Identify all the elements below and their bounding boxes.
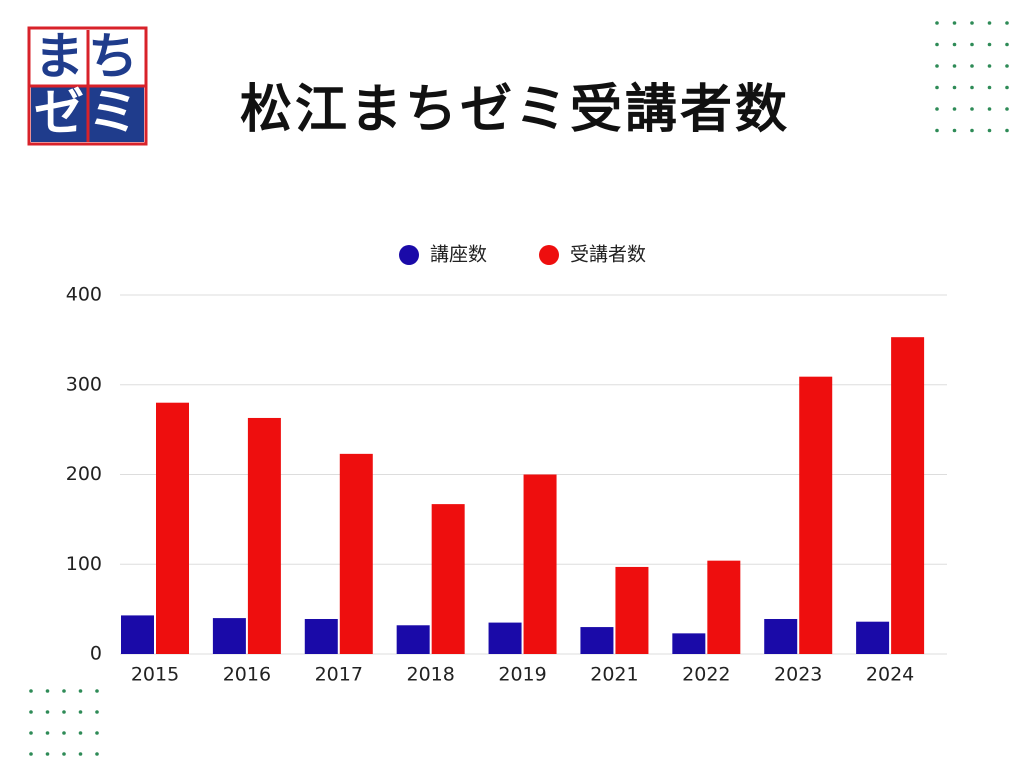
decor-dot bbox=[952, 64, 957, 68]
decor-dot bbox=[29, 731, 33, 735]
decor-dot bbox=[935, 42, 939, 47]
legend-label: 講座数 bbox=[430, 244, 487, 266]
bar bbox=[121, 615, 154, 654]
x-tick-label: 2017 bbox=[315, 664, 363, 686]
decor-dot bbox=[29, 710, 33, 714]
bar bbox=[156, 402, 189, 654]
bar bbox=[764, 618, 798, 654]
x-tick-label: 2019 bbox=[498, 664, 546, 686]
decor-dot bbox=[45, 752, 50, 756]
decor-dot bbox=[952, 128, 957, 133]
decor-dot bbox=[1005, 42, 1009, 47]
bar bbox=[707, 560, 741, 654]
y-tick-label: 200 bbox=[66, 463, 102, 485]
legend-marker bbox=[399, 245, 419, 265]
y-tick-label: 0 bbox=[90, 643, 102, 665]
x-tick-label: 2016 bbox=[223, 664, 271, 686]
bar bbox=[304, 618, 338, 654]
bar bbox=[891, 337, 925, 654]
bar bbox=[672, 633, 706, 654]
logo-text: まち bbox=[34, 28, 142, 86]
bar bbox=[488, 622, 522, 654]
decor-dot bbox=[62, 689, 66, 693]
decor-dot bbox=[1005, 85, 1009, 90]
decor-dot bbox=[1005, 107, 1009, 111]
decor-dot bbox=[970, 21, 974, 25]
decor-dot bbox=[952, 21, 957, 25]
decor-dot bbox=[78, 752, 83, 756]
bar bbox=[523, 474, 557, 654]
y-tick-label: 300 bbox=[66, 373, 102, 395]
decor-dot bbox=[1005, 21, 1009, 25]
decor-dot bbox=[1005, 64, 1009, 68]
decor-dot bbox=[935, 21, 939, 25]
decor-dot bbox=[95, 752, 99, 756]
decor-dot bbox=[62, 710, 66, 714]
bar bbox=[580, 627, 614, 654]
bar bbox=[247, 417, 281, 654]
decor-dot bbox=[45, 710, 50, 714]
chart-title: 松江まちゼミ受講者数 bbox=[240, 80, 790, 140]
decor-dot bbox=[935, 64, 939, 68]
decor-dot bbox=[95, 689, 99, 693]
decor-dot bbox=[95, 710, 99, 714]
bar bbox=[212, 618, 246, 654]
decor-dot bbox=[78, 710, 83, 714]
decor-dot bbox=[62, 731, 66, 735]
decor-dot bbox=[29, 752, 33, 756]
decor-dot bbox=[952, 85, 957, 90]
x-tick-label: 2018 bbox=[406, 664, 454, 686]
decor-dot bbox=[987, 42, 992, 47]
decor-dot bbox=[78, 731, 83, 735]
decor-dot bbox=[935, 128, 939, 133]
x-tick-label: 2021 bbox=[590, 664, 638, 686]
x-tick-label: 2022 bbox=[682, 664, 730, 686]
x-tick-label: 2015 bbox=[131, 664, 179, 686]
decor-dot bbox=[970, 128, 974, 133]
decor-dot bbox=[935, 107, 939, 111]
decor-dot bbox=[987, 85, 992, 90]
logo-text: ゼミ bbox=[34, 84, 142, 142]
decor-dot bbox=[970, 85, 974, 90]
y-tick-label: 400 bbox=[66, 284, 102, 306]
y-tick-label: 100 bbox=[66, 553, 102, 575]
decor-dot bbox=[952, 107, 957, 111]
decor-dot bbox=[45, 689, 50, 693]
decor-dot bbox=[987, 107, 992, 111]
decor-dot bbox=[987, 21, 992, 25]
decor-dot bbox=[970, 64, 974, 68]
decor-dot bbox=[935, 85, 939, 90]
decor-dot bbox=[1005, 128, 1009, 133]
decor-dot bbox=[987, 128, 992, 133]
decor-dot bbox=[78, 689, 83, 693]
decor-dot bbox=[987, 64, 992, 68]
logo: まち ゼミ bbox=[27, 26, 148, 146]
decor-dot bbox=[45, 731, 50, 735]
bar bbox=[615, 566, 649, 654]
decor-dot bbox=[970, 107, 974, 111]
bar bbox=[339, 453, 373, 654]
decor-dot bbox=[62, 752, 66, 756]
bar bbox=[799, 376, 833, 654]
x-tick-label: 2023 bbox=[774, 664, 822, 686]
legend-label: 受講者数 bbox=[570, 244, 646, 266]
decor-dot bbox=[952, 42, 957, 47]
bar bbox=[856, 621, 890, 654]
decor-dot bbox=[95, 731, 99, 735]
bar bbox=[431, 504, 465, 654]
bar bbox=[396, 625, 430, 654]
decor-dot bbox=[29, 689, 33, 693]
x-tick-label: 2024 bbox=[866, 664, 914, 686]
decor-dot bbox=[970, 42, 974, 47]
legend-marker bbox=[539, 245, 559, 265]
